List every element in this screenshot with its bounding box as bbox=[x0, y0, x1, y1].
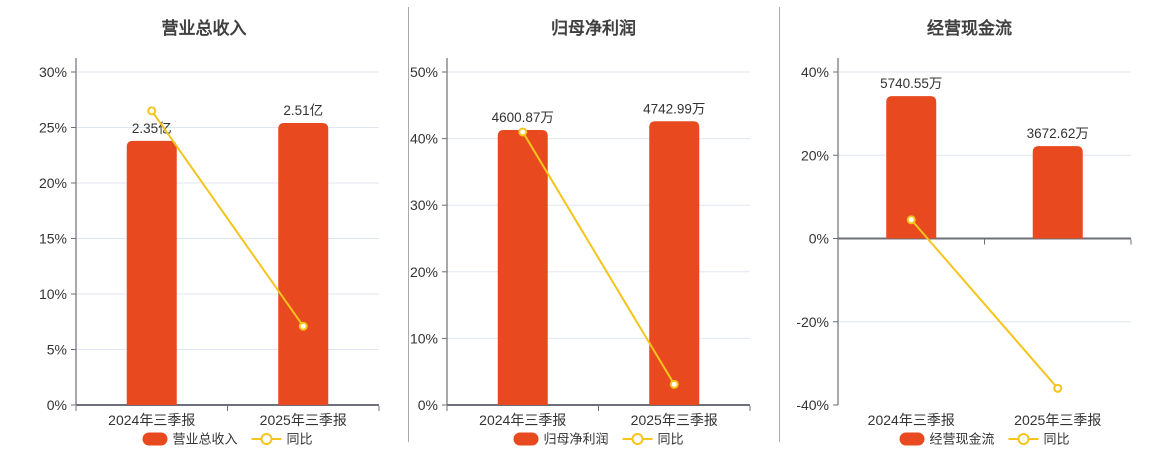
yoy-point[interactable] bbox=[518, 127, 528, 137]
panel-cash-flow: 经营现金流 -40% -20% 0% 20% 40% 5740.55万 3672.62万 20… bbox=[779, 0, 1160, 450]
cash-flow-chart-canvas: -40% -20% 0% 20% 40% 5740.55万 3672.62万 2024年三季报… bbox=[796, 58, 1132, 447]
net-profit-chart-canvas: 0% 10% 20% 30% 40% 50% 4600.87万 4742.99万 2024年三季… bbox=[410, 58, 751, 447]
bar-value-label: 2.51亿 bbox=[283, 103, 323, 118]
yoy-line bbox=[521, 131, 676, 385]
legend-line-label[interactable]: 同比 bbox=[287, 432, 313, 447]
yoy-line bbox=[150, 110, 305, 327]
y-axis-label: 0% bbox=[809, 231, 829, 247]
y-axis-label: 30% bbox=[410, 197, 438, 213]
legend-line-label[interactable]: 同比 bbox=[658, 432, 684, 447]
y-axis-label: 30% bbox=[39, 64, 67, 80]
legend-line-marker-icon[interactable] bbox=[1017, 433, 1030, 445]
x-category-label[interactable]: 2025年三季报 bbox=[1014, 412, 1101, 428]
legend-bar-label[interactable]: 归母净利润 bbox=[544, 432, 609, 447]
x-category-label[interactable]: 2024年三季报 bbox=[479, 412, 566, 428]
legend-bar-swatch[interactable] bbox=[513, 432, 539, 446]
x-category-label[interactable]: 2025年三季报 bbox=[631, 412, 718, 428]
bar-2025年三季报[interactable] bbox=[278, 123, 329, 405]
yoy-line bbox=[910, 219, 1059, 390]
x-category-label[interactable]: 2024年三季报 bbox=[108, 412, 195, 428]
y-axis-label: 20% bbox=[410, 264, 438, 280]
yoy-point[interactable] bbox=[669, 379, 679, 389]
chart-title-net-profit: 归母净利润 bbox=[551, 19, 636, 38]
legend-bar-swatch[interactable] bbox=[899, 432, 925, 446]
bar-value-label: 4742.99万 bbox=[643, 101, 705, 116]
yoy-point[interactable] bbox=[298, 321, 308, 331]
revenue-chart-canvas: 0% 5% 10% 15% 20% 25% 30% 2.35亿 2.51亿 2024年三季报 202… bbox=[39, 58, 380, 447]
y-axis-label: 20% bbox=[801, 147, 829, 163]
bar-2025年三季报[interactable] bbox=[1032, 146, 1083, 239]
panel-divider bbox=[408, 7, 409, 442]
y-axis-label: 40% bbox=[410, 131, 438, 147]
yoy-point[interactable] bbox=[906, 215, 916, 225]
bar-value-label: 3672.62万 bbox=[1027, 126, 1089, 141]
y-axis-label: -20% bbox=[796, 314, 829, 330]
chart-title-cash-flow: 经营现金流 bbox=[927, 19, 1012, 38]
panel-divider bbox=[779, 7, 780, 442]
yoy-point[interactable] bbox=[1053, 383, 1063, 393]
bar-2025年三季报[interactable] bbox=[649, 121, 700, 405]
legend-line-label[interactable]: 同比 bbox=[1044, 432, 1070, 447]
bar-value-label: 4600.87万 bbox=[492, 110, 554, 125]
legend-bar-label[interactable]: 经营现金流 bbox=[930, 432, 995, 447]
y-axis-label: 50% bbox=[410, 64, 438, 80]
y-axis-label: 25% bbox=[39, 120, 67, 136]
y-axis-label: 15% bbox=[39, 231, 67, 247]
y-axis-label: 0% bbox=[418, 397, 438, 413]
bar-value-label: 2.35亿 bbox=[132, 121, 172, 136]
legend-line-marker-icon[interactable] bbox=[260, 433, 273, 445]
y-axis-label: 0% bbox=[47, 397, 67, 413]
bar-2024年三季报[interactable] bbox=[126, 140, 177, 405]
y-axis-label: 10% bbox=[410, 330, 438, 346]
y-axis-label: 10% bbox=[39, 286, 67, 302]
bar-2024年三季报[interactable] bbox=[497, 129, 548, 405]
x-category-label[interactable]: 2024年三季报 bbox=[868, 412, 955, 428]
chart-title-revenue: 营业总收入 bbox=[161, 19, 247, 38]
panel-revenue: 营业总收入 0% 5% 10% 15% 20% 25% 30% 2.35亿 2.51亿 2024年… bbox=[0, 0, 408, 450]
y-axis-label: -40% bbox=[796, 397, 829, 413]
bar-value-label: 5740.55万 bbox=[880, 76, 942, 91]
legend-line-marker-icon[interactable] bbox=[631, 433, 644, 445]
bar-2024年三季报[interactable] bbox=[886, 96, 937, 239]
legend-bar-label[interactable]: 营业总收入 bbox=[173, 432, 238, 447]
panel-net-profit: 归母净利润 0% 10% 20% 30% 40% 50% 4600.87万 4742.99万 2… bbox=[408, 0, 779, 450]
y-axis-label: 40% bbox=[801, 64, 829, 80]
legend-bar-swatch[interactable] bbox=[142, 432, 168, 446]
y-axis-label: 5% bbox=[47, 342, 67, 358]
y-axis-label: 20% bbox=[39, 175, 67, 191]
x-category-label[interactable]: 2025年三季报 bbox=[260, 412, 347, 428]
yoy-point[interactable] bbox=[147, 106, 157, 116]
